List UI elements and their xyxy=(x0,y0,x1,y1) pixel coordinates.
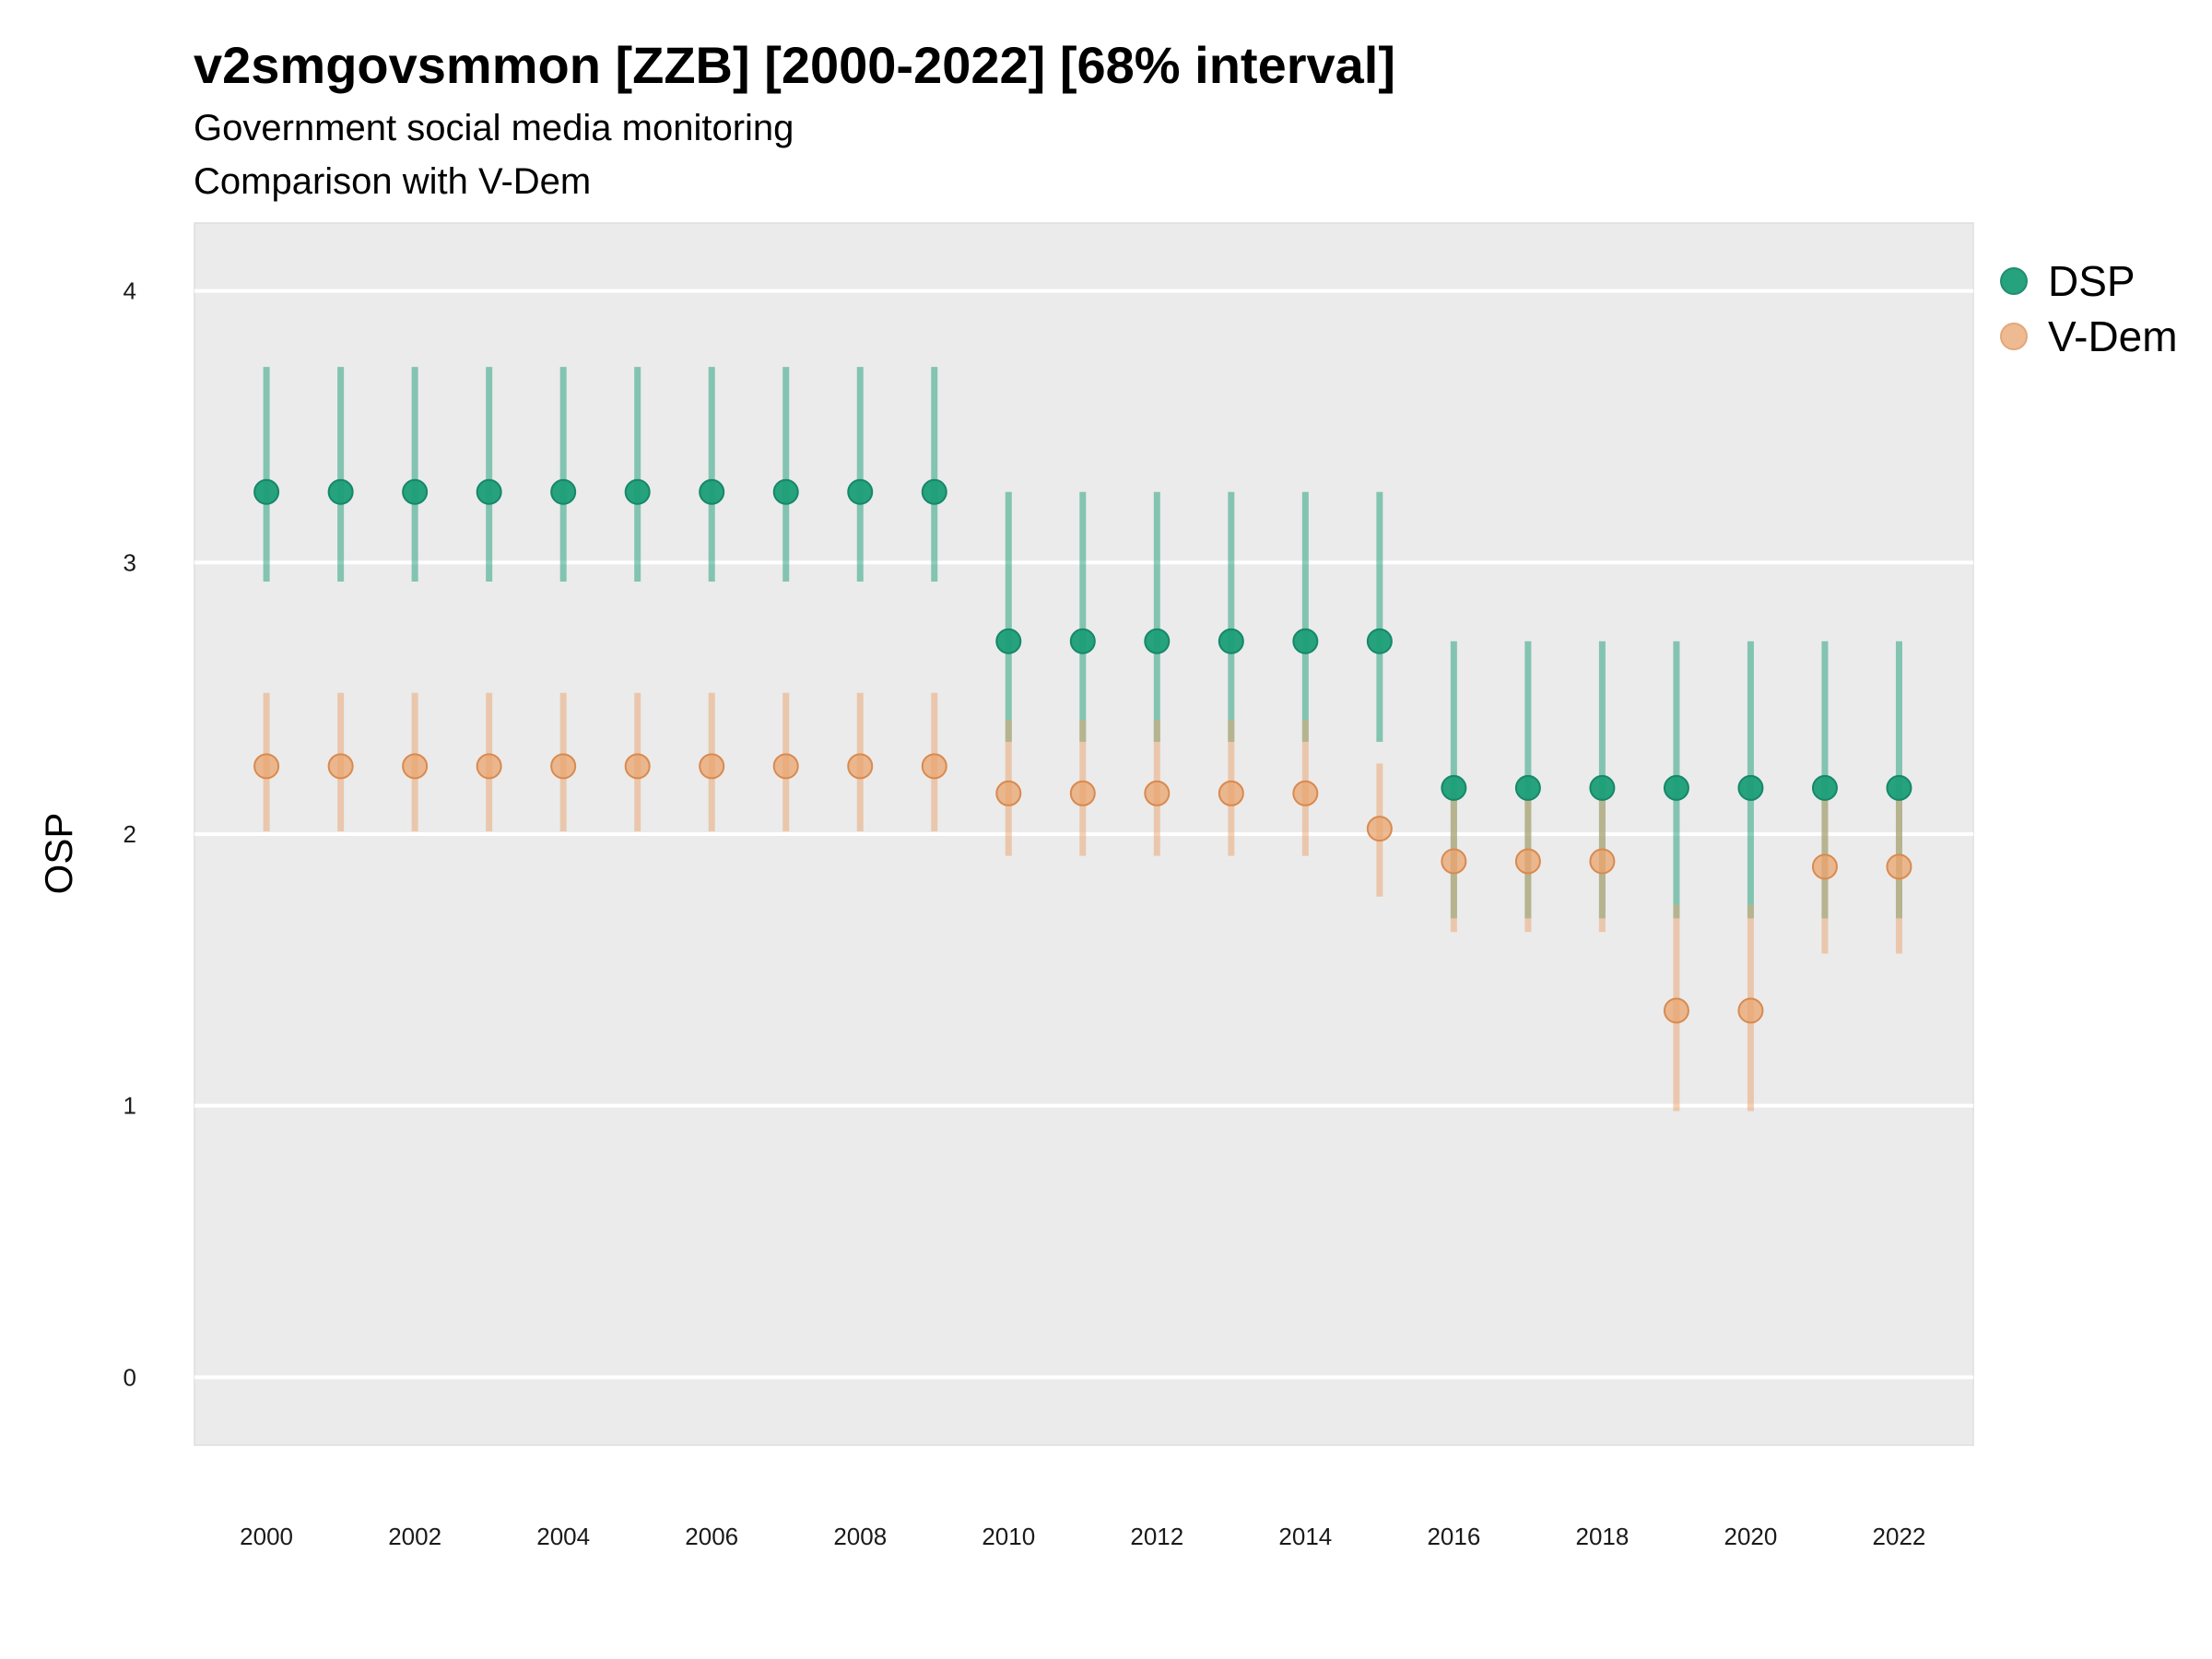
x-tick-label-2012: 2012 xyxy=(1130,1523,1183,1550)
point-dsp-2021 xyxy=(1811,774,1838,801)
point-dsp-2001 xyxy=(327,478,354,505)
point-dsp-2002 xyxy=(402,478,429,505)
x-tick-label-2022: 2022 xyxy=(1873,1523,1926,1550)
point-vdem-2015 xyxy=(1366,816,1393,842)
point-vdem-2006 xyxy=(699,753,725,780)
legend-label-vdem: V-Dem xyxy=(2048,312,2178,360)
point-dsp-2022 xyxy=(1886,774,1912,801)
y-tick-label-1: 1 xyxy=(124,1092,136,1120)
x-tick-label-2004: 2004 xyxy=(536,1523,590,1550)
point-dsp-2013 xyxy=(1218,628,1244,654)
point-vdem-2019 xyxy=(1663,997,1689,1024)
chart-title: v2smgovsmmon [ZZB] [2000-2022] [68% inte… xyxy=(194,36,1395,94)
legend-label-dsp: DSP xyxy=(2048,257,2136,305)
data-points xyxy=(253,478,1912,1024)
point-vdem-2022 xyxy=(1886,853,1912,880)
point-dsp-2007 xyxy=(772,478,799,505)
point-vdem-2008 xyxy=(847,753,874,780)
x-tick-label-2018: 2018 xyxy=(1575,1523,1629,1550)
x-axis-ticks: 2000 2002 2004 2006 2008 2010 2012 2014 2016 2018… xyxy=(240,1523,1925,1550)
legend-marker-dsp xyxy=(2000,267,2028,295)
x-tick-label-2020: 2020 xyxy=(1724,1523,1778,1550)
legend-item-vdem: V-Dem xyxy=(2000,309,2178,364)
y-tick-label-4: 4 xyxy=(124,277,136,305)
x-tick-label-2000: 2000 xyxy=(240,1523,293,1550)
y-axis-ticks: 0 1 2 3 4 xyxy=(124,277,136,1392)
point-dsp-2006 xyxy=(699,478,725,505)
point-vdem-2007 xyxy=(772,753,799,780)
point-dsp-2015 xyxy=(1366,628,1393,654)
point-dsp-2014 xyxy=(1292,628,1319,654)
point-dsp-2012 xyxy=(1144,628,1171,654)
point-dsp-2000 xyxy=(253,478,280,505)
point-vdem-2012 xyxy=(1144,780,1171,806)
x-tick-label-2014: 2014 xyxy=(1278,1523,1332,1550)
point-vdem-2003 xyxy=(476,753,502,780)
point-dsp-2003 xyxy=(476,478,502,505)
point-vdem-2018 xyxy=(1589,848,1616,875)
point-vdem-2017 xyxy=(1514,848,1541,875)
point-vdem-2016 xyxy=(1441,848,1467,875)
point-vdem-2011 xyxy=(1069,780,1096,806)
point-vdem-2002 xyxy=(402,753,429,780)
point-dsp-2004 xyxy=(550,478,577,505)
point-vdem-2014 xyxy=(1292,780,1319,806)
legend: DSP V-Dem xyxy=(2000,253,2178,364)
legend-marker-vdem xyxy=(2000,323,2028,350)
x-tick-label-2002: 2002 xyxy=(388,1523,441,1550)
x-tick-label-2008: 2008 xyxy=(833,1523,887,1550)
chart-subtitle-comparison: Comparison with V-Dem xyxy=(194,161,592,202)
point-vdem-2021 xyxy=(1811,853,1838,880)
point-vdem-2005 xyxy=(624,753,651,780)
point-dsp-2010 xyxy=(995,628,1022,654)
point-vdem-2010 xyxy=(995,780,1022,806)
point-dsp-2011 xyxy=(1069,628,1096,654)
point-vdem-2013 xyxy=(1218,780,1244,806)
x-tick-label-2010: 2010 xyxy=(982,1523,1035,1550)
legend-item-dsp: DSP xyxy=(2000,253,2178,309)
y-tick-label-2: 2 xyxy=(124,820,136,848)
point-dsp-2008 xyxy=(847,478,874,505)
y-tick-label-3: 3 xyxy=(124,548,136,576)
point-vdem-2001 xyxy=(327,753,354,780)
point-vdem-2020 xyxy=(1737,997,1764,1024)
point-vdem-2004 xyxy=(550,753,577,780)
point-dsp-2005 xyxy=(624,478,651,505)
point-vdem-2000 xyxy=(253,753,280,780)
chart-subtitle: Government social media monitoring xyxy=(194,108,794,148)
point-dsp-2018 xyxy=(1589,774,1616,801)
point-vdem-2009 xyxy=(921,753,947,780)
x-tick-label-2006: 2006 xyxy=(685,1523,738,1550)
point-dsp-2009 xyxy=(921,478,947,505)
point-dsp-2019 xyxy=(1663,774,1689,801)
point-dsp-2020 xyxy=(1737,774,1764,801)
y-tick-label-0: 0 xyxy=(124,1363,136,1391)
point-dsp-2017 xyxy=(1514,774,1541,801)
x-tick-label-2016: 2016 xyxy=(1427,1523,1480,1550)
point-dsp-2016 xyxy=(1441,774,1467,801)
